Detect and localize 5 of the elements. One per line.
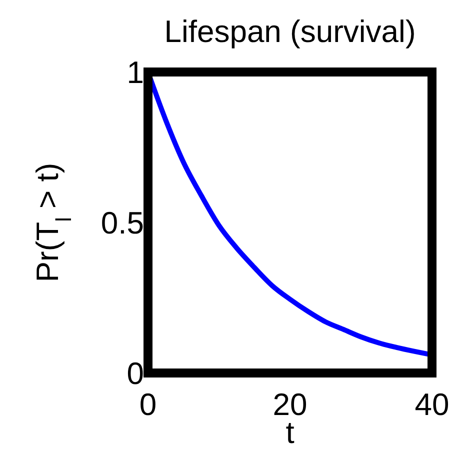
- x-tick-label: 40: [414, 387, 450, 422]
- y-tick-label: 1: [126, 55, 144, 90]
- chart-title: Lifespan (survival): [164, 14, 416, 49]
- y-tick-label: 0: [126, 356, 144, 391]
- y-tick-label: 0.5: [100, 206, 144, 240]
